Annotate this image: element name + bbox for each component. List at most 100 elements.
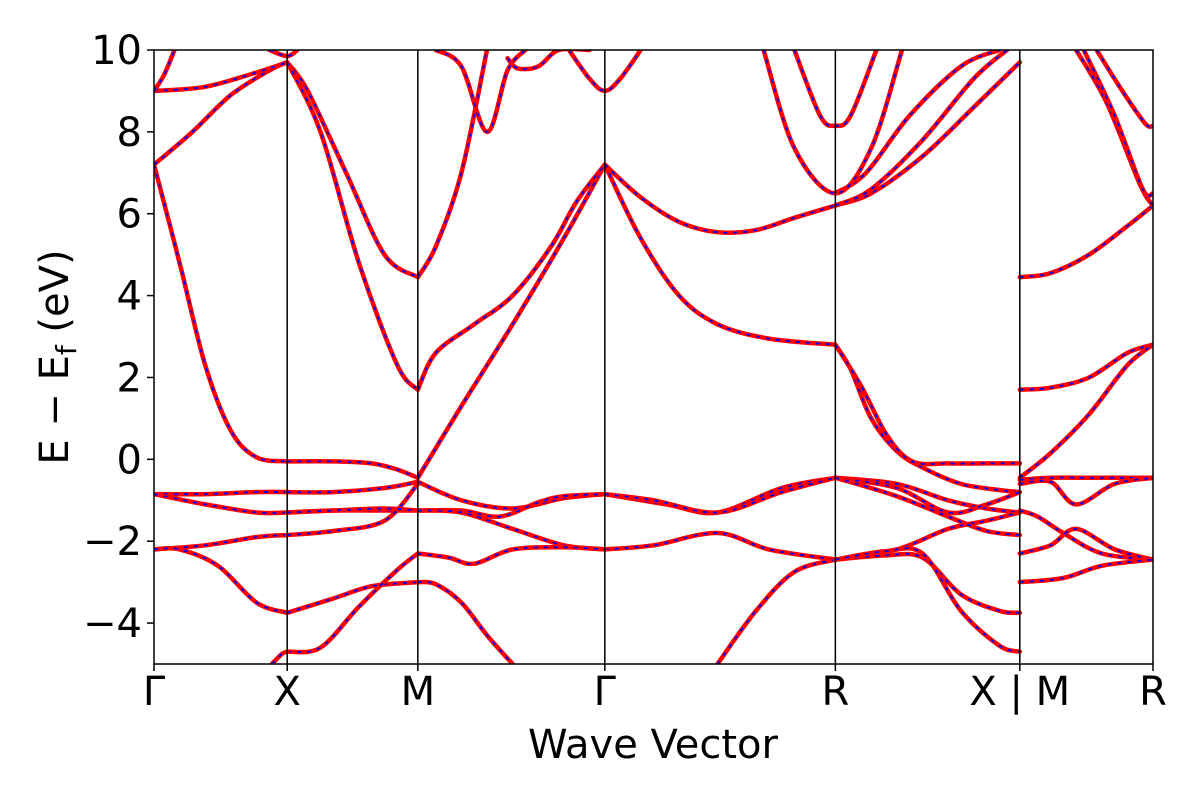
band-36	[284, 506, 421, 515]
band-38	[602, 530, 838, 562]
band-line-dashed	[416, 164, 606, 391]
band-54	[1017, 475, 1153, 507]
band-51	[1017, 342, 1153, 392]
band-line	[1017, 526, 1153, 562]
y-axis-label-main: E − E	[32, 355, 78, 465]
band-line	[284, 579, 421, 616]
y-axis-label: E − Ef (eV)	[32, 249, 83, 464]
y-tick-label: 2	[117, 355, 142, 401]
band-line	[1017, 203, 1153, 280]
band-5	[833, 342, 1023, 495]
band-line-dashed	[154, 61, 288, 166]
band-line	[154, 162, 290, 464]
band-line-dashed	[1019, 343, 1153, 479]
band-line-dashed	[1019, 476, 1153, 506]
band-line	[833, 50, 1010, 208]
band-line-dashed	[1095, 50, 1153, 128]
band-line	[284, 479, 421, 495]
band-17	[761, 50, 905, 196]
band-8	[154, 60, 290, 94]
band-line	[154, 60, 290, 94]
band-35	[284, 481, 421, 538]
band-20	[505, 50, 592, 72]
band-11	[284, 60, 421, 392]
band-46	[715, 557, 838, 664]
band-21	[433, 50, 528, 135]
band-line-dashed	[287, 480, 418, 494]
band-line-dashed	[1019, 204, 1153, 279]
band-line	[1017, 557, 1153, 585]
band-9	[284, 60, 421, 280]
band-line	[602, 162, 838, 347]
band-line-dashed	[835, 553, 1020, 614]
band-line-dashed	[835, 476, 1020, 536]
band-52	[1017, 342, 1153, 481]
band-line-dashed	[417, 480, 605, 510]
band-line-dashed	[435, 50, 527, 133]
band-42	[284, 579, 421, 616]
band-line	[1017, 342, 1153, 392]
band-23	[154, 50, 177, 94]
band-line-dashed	[286, 61, 419, 391]
band-28	[833, 475, 1023, 515]
band-37	[415, 508, 608, 552]
band-line	[602, 162, 838, 236]
band-line-dashed	[604, 163, 836, 234]
y-axis-label-unit: (eV)	[32, 249, 78, 345]
band-line-dashed	[603, 164, 836, 346]
band-line-dashed	[287, 460, 419, 479]
band-line-dashed	[835, 61, 1021, 207]
band-line-dashed	[1019, 343, 1153, 391]
band-line-dashed	[154, 491, 288, 496]
band-line-dashed	[154, 61, 288, 92]
band-line-dashed	[834, 344, 1020, 493]
band-16	[833, 50, 1002, 196]
band-line	[415, 544, 608, 567]
band-line-dashed	[271, 650, 288, 664]
band-line-dashed	[604, 532, 836, 561]
band-line-dashed	[287, 483, 419, 536]
band-line-dashed	[835, 547, 1021, 653]
band-50	[1017, 203, 1153, 280]
band-10	[415, 50, 490, 280]
band-line	[602, 475, 838, 515]
band-1	[154, 162, 290, 464]
band-line	[154, 545, 290, 616]
x-tick-label: Γ	[143, 669, 166, 715]
band-line	[833, 551, 1023, 616]
band-43	[415, 579, 515, 664]
band-line	[415, 579, 515, 664]
band-line	[761, 50, 905, 196]
y-ticks: −4 −2 0 2 4 6 8 10	[83, 28, 154, 647]
y-axis-label-subscript: f	[50, 344, 83, 355]
plot-frame	[153, 49, 1154, 665]
band-line-dashed	[1082, 50, 1153, 197]
y-tick-label: 4	[117, 274, 142, 320]
band-line-dashed	[286, 581, 418, 614]
y-tick-label: 0	[117, 437, 142, 483]
x-tick-label: M	[401, 669, 436, 715]
band-13	[602, 162, 838, 236]
band-line	[154, 491, 290, 516]
y-tick-label: 6	[117, 192, 142, 238]
band-line-dashed	[604, 476, 836, 514]
band-41	[154, 545, 290, 616]
band-line	[505, 50, 592, 72]
band-29	[154, 491, 290, 516]
band-56	[1017, 526, 1153, 562]
band-15	[833, 50, 1010, 208]
x-tick-label: R	[1139, 669, 1167, 715]
band-12	[415, 162, 608, 392]
band-line	[833, 475, 1023, 538]
x-tick-label: R	[821, 669, 849, 715]
band-line-dashed	[835, 476, 1020, 514]
band-line-dashed	[417, 50, 488, 278]
band-57	[1017, 557, 1153, 585]
y-tick-label: −4	[83, 601, 142, 647]
band-line	[1017, 475, 1153, 507]
x-ticks: Γ X M Γ R X | M R	[143, 664, 1167, 715]
band-line-dashed	[1019, 476, 1153, 481]
band-25	[284, 479, 421, 495]
band-lines	[154, 50, 1153, 664]
